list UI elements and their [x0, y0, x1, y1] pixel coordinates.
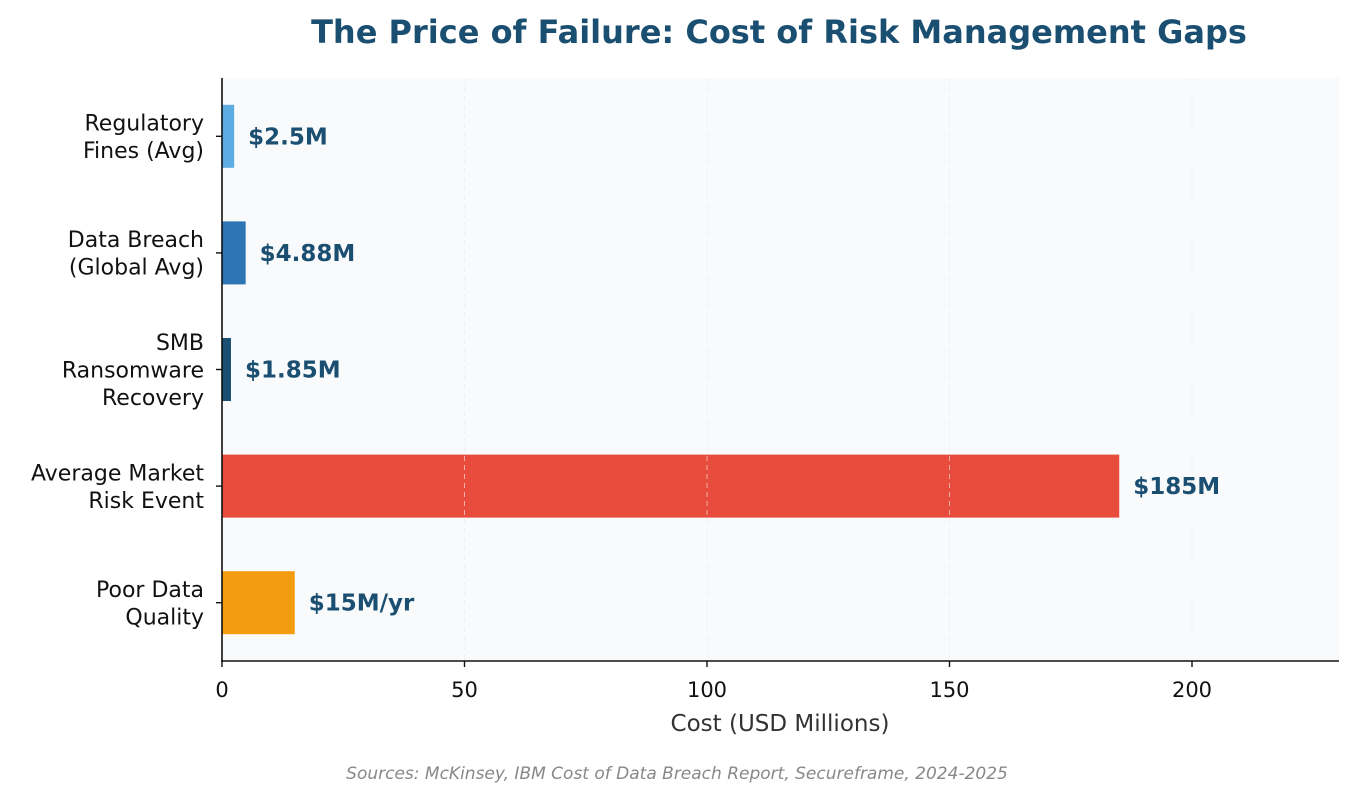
category-label-line: Poor Data — [96, 578, 204, 603]
x-axis-ticks: 0 50 100 150 200 — [215, 661, 1212, 702]
value-labels: $2.5M $4.88M $1.85M $185M $15M/yr — [245, 124, 1220, 616]
category-label-line: SMB — [156, 331, 204, 356]
category-label-line: Average Market — [31, 461, 204, 486]
category-label-line: Regulatory — [85, 112, 205, 137]
bar-value-label: $4.88M — [260, 241, 356, 267]
bars-group — [222, 104, 1120, 635]
bar — [222, 454, 1120, 518]
source-note: Sources: McKinsey, IBM Cost of Data Brea… — [346, 764, 1008, 784]
x-tick-label: 100 — [687, 678, 727, 702]
category-label-line: Risk Event — [88, 489, 204, 514]
bar-value-label: $15M/yr — [309, 591, 415, 617]
category-label: Regulatory Fines (Avg) — [83, 112, 204, 165]
category-label-line: Recovery — [102, 386, 204, 411]
x-tick-label: 50 — [451, 678, 478, 702]
category-label: Poor Data Quality — [96, 578, 204, 631]
plot-area — [222, 78, 1339, 661]
bar — [222, 221, 246, 285]
category-label: SMB Ransomware Recovery — [62, 331, 204, 411]
x-tick-label: 150 — [929, 678, 969, 702]
bar — [222, 338, 231, 401]
x-tick-label: 0 — [215, 678, 228, 702]
chart-title: The Price of Failure: Cost of Risk Manag… — [311, 13, 1247, 51]
category-label-line: Quality — [125, 605, 204, 630]
y-axis-labels: Regulatory Fines (Avg) Data Breach (Global … — [31, 112, 222, 631]
category-label-line: Fines (Avg) — [83, 139, 204, 164]
bar-value-label: $185M — [1133, 474, 1220, 500]
bar-value-label: $2.5M — [248, 124, 328, 150]
bar — [222, 571, 295, 635]
x-axis-label: Cost (USD Millions) — [671, 711, 890, 737]
category-label-line: Data Breach — [68, 228, 204, 253]
category-label-line: (Global Avg) — [69, 256, 204, 281]
grid-overlay — [464, 78, 1193, 661]
category-label-line: Ransomware — [62, 359, 204, 384]
x-tick-label: 200 — [1172, 678, 1212, 702]
bar-value-label: $1.85M — [245, 358, 341, 384]
bar — [222, 104, 235, 168]
category-label: Data Breach (Global Avg) — [68, 228, 204, 281]
category-label: Average Market Risk Event — [31, 461, 204, 513]
